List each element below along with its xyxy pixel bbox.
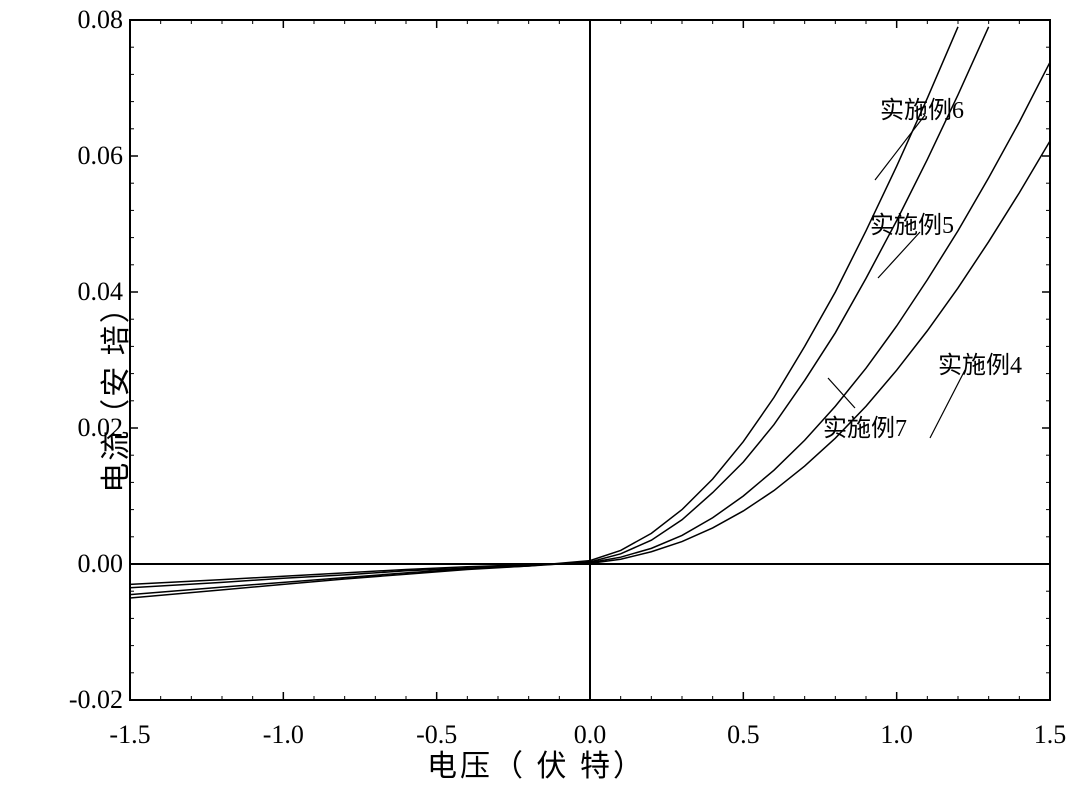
annotation-label: 实施例4 (938, 345, 1022, 380)
y-tick-label: 0.06 (78, 141, 124, 171)
iv-curve-chart: 电流（安 培） 电压（ 伏 特） -1.5 -1.0 -0.5 0.0 0.5 1.0 1.… (0, 0, 1073, 790)
x-tick-label: 1.5 (1034, 720, 1067, 750)
y-tick-label: -0.02 (69, 685, 123, 715)
y-axis-label: 电流（安 培） (91, 291, 135, 493)
series-实施例5 (130, 27, 989, 595)
y-tick-label: 0.04 (78, 277, 124, 307)
x-axis-label: 电压（ 伏 特） (427, 741, 646, 785)
x-tick-label: 0.0 (574, 720, 607, 750)
x-tick-label: 0.5 (727, 720, 760, 750)
y-tick-label: 0.02 (78, 413, 124, 443)
x-tick-label: -1.5 (109, 720, 150, 750)
annotation-label: 实施例7 (823, 408, 907, 443)
series-实施例6 (130, 27, 958, 598)
x-tick-label: -1.0 (263, 720, 304, 750)
annotation-label: 实施例6 (880, 90, 964, 125)
y-tick-label: 0.00 (78, 549, 124, 579)
y-tick-label: 0.08 (78, 5, 124, 35)
x-tick-label: 1.0 (880, 720, 913, 750)
x-tick-label: -0.5 (416, 720, 457, 750)
annotation-label: 实施例5 (870, 205, 954, 240)
